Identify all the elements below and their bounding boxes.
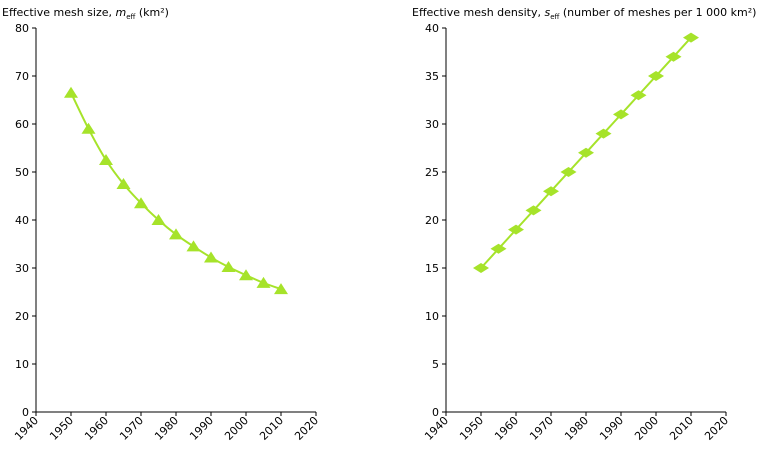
mesh-size-chart: Effective mesh size, meff (km²) 0 10 20 30 4…: [2, 6, 321, 443]
x-tick-label: 1960: [492, 414, 521, 443]
y-tick-label: 10: [15, 358, 29, 371]
data-point: [274, 283, 288, 295]
x-tick-label: 1970: [117, 414, 146, 443]
mesh-size-series: [64, 86, 288, 295]
x-tick-label: 2010: [667, 414, 696, 443]
y-tick-label: 0: [432, 406, 439, 419]
data-point: [525, 205, 542, 216]
mesh-density-series: [473, 32, 699, 273]
data-point: [256, 276, 271, 288]
data-point: [169, 228, 183, 240]
data-point: [560, 167, 577, 177]
data-point: [543, 186, 559, 197]
y-tick-label: 15: [425, 262, 439, 275]
data-point: [151, 214, 166, 225]
y-tick-label: 40: [425, 22, 439, 35]
data-point: [239, 269, 253, 281]
data-point: [630, 90, 647, 101]
y-tick-label: 80: [15, 22, 29, 35]
x-tick-label: 1990: [187, 414, 216, 443]
y-tick-label: 20: [15, 310, 29, 323]
x-tick-label: 2000: [632, 414, 661, 443]
data-point: [613, 109, 629, 120]
mesh-density-axes: 0 5 10 15 20 25 30 35 40 1940 1950 1960 1970 1980 1990…: [422, 22, 731, 443]
series-line: [70, 92, 282, 291]
data-point: [64, 86, 78, 98]
x-tick-label: 2020: [702, 414, 731, 443]
data-point: [186, 240, 201, 252]
x-tick-label: 1940: [12, 414, 41, 443]
y-tick-label: 5: [432, 358, 439, 371]
y-tick-label: 60: [15, 118, 29, 131]
y-tick-label: 40: [15, 214, 29, 227]
y-tick-label: 10: [425, 310, 439, 323]
x-tick-label: 1970: [527, 414, 556, 443]
data-point: [595, 128, 612, 139]
y-tick-label: 35: [425, 70, 439, 83]
data-point: [134, 197, 148, 209]
y-tick-label: 25: [425, 166, 439, 179]
mesh-density-chart-title: Effective mesh density, seff (number of …: [412, 6, 756, 21]
data-point: [221, 261, 236, 273]
mesh-density-chart: Effective mesh density, seff (number of …: [412, 6, 756, 443]
data-point: [99, 154, 113, 165]
y-tick-label: 30: [425, 118, 439, 131]
x-tick-label: 1940: [422, 414, 451, 443]
data-point: [116, 178, 131, 189]
x-tick-label: 1960: [82, 414, 111, 443]
x-tick-label: 1950: [47, 414, 76, 443]
x-tick-label: 1950: [457, 414, 486, 443]
x-tick-label: 1980: [152, 414, 181, 443]
data-point: [578, 147, 594, 158]
x-tick-label: 1980: [562, 414, 591, 443]
x-tick-label: 2000: [222, 414, 251, 443]
data-point: [508, 224, 524, 235]
y-tick-label: 70: [15, 70, 29, 83]
data-point: [665, 51, 682, 62]
mesh-size-axes: 0 10 20 30 40 50 60 70 80 1940 1950 1960 1970 1980 199…: [12, 22, 321, 443]
y-tick-label: 20: [425, 214, 439, 227]
y-tick-label: 0: [22, 406, 29, 419]
data-point: [648, 71, 664, 81]
y-tick-label: 50: [15, 166, 29, 179]
data-point: [204, 251, 218, 263]
data-point: [473, 263, 489, 273]
x-tick-label: 1990: [597, 414, 626, 443]
data-point: [490, 243, 507, 254]
data-point: [81, 122, 96, 134]
mesh-size-chart-title: Effective mesh size, meff (km²): [2, 6, 169, 21]
x-tick-label: 2020: [292, 414, 321, 443]
x-tick-label: 2010: [257, 414, 286, 443]
data-point: [683, 32, 699, 43]
y-tick-label: 30: [15, 262, 29, 275]
